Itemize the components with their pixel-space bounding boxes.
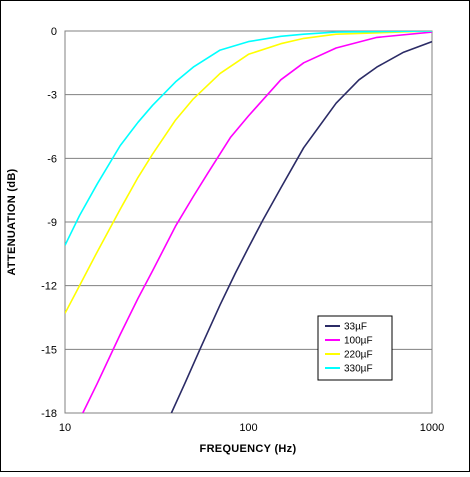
plot-area-border xyxy=(64,30,433,414)
series-line-2 xyxy=(65,31,432,314)
legend-items: 33µF 100µF 220µF 330µF xyxy=(325,322,373,375)
y-tick-label: -15 xyxy=(41,344,57,356)
y-tick-label: -9 xyxy=(47,217,57,229)
series-line-3 xyxy=(65,31,432,246)
series-line-0 xyxy=(170,40,432,413)
y-tick-labels: 0 -3 -6 -9 -12 -15 -18 xyxy=(41,26,57,420)
legend-label: 220µF xyxy=(344,350,373,361)
x-tick-label: 10 xyxy=(59,422,71,434)
y-tick-label: -6 xyxy=(47,153,57,165)
legend-label: 33µF xyxy=(344,322,367,333)
gridlines xyxy=(65,94,432,350)
y-tick-label: -3 xyxy=(47,90,57,102)
y-tick-label: -12 xyxy=(41,281,57,293)
y-axis-label: ATTENUATION (dB) xyxy=(6,168,18,275)
x-tick-label: 100 xyxy=(239,422,257,434)
x-axis-label: FREQUENCY (Hz) xyxy=(200,443,297,455)
legend-label: 100µF xyxy=(344,336,373,347)
y-tick-label: -18 xyxy=(41,408,57,420)
x-tick-labels: 10 100 1000 xyxy=(59,422,444,434)
legend: 33µF 100µF 220µF 330µF xyxy=(317,315,393,381)
legend-label: 330µF xyxy=(344,364,373,375)
x-tick-label: 1000 xyxy=(420,422,444,434)
series-lines xyxy=(65,31,432,413)
y-tick-label: 0 xyxy=(51,26,57,38)
series-line-1 xyxy=(82,31,432,413)
